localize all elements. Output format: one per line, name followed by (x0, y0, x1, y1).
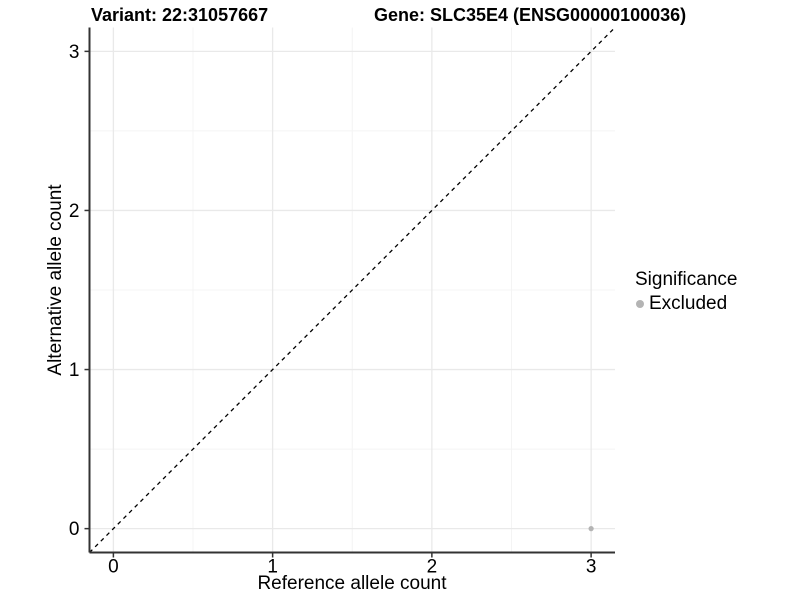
legend-title: Significance (635, 269, 738, 290)
x-axis-title: Reference allele count (257, 573, 447, 594)
y-tick-label: 2 (69, 201, 80, 222)
data-point (588, 526, 594, 532)
y-axis-title: Alternative allele count (45, 184, 66, 376)
legend-item-label: Excluded (649, 292, 728, 314)
legend-point-icon (636, 299, 644, 308)
identity-line (89, 27, 616, 553)
legend: Significance Excluded (635, 268, 737, 315)
x-tick-label: 3 (586, 557, 597, 578)
legend-item-excluded: Excluded (635, 292, 737, 315)
x-tick-label: 2 (427, 557, 438, 578)
x-tick-label: 1 (267, 557, 278, 578)
y-tick-label: 1 (69, 360, 80, 381)
x-tick-label: 0 (108, 557, 119, 578)
y-tick-label: 0 (69, 519, 80, 540)
gene-title: Gene: SLC35E4 (ENSG00000100036) (374, 5, 687, 25)
variant-title: Variant: 22:31057667 (91, 5, 269, 25)
y-tick-label: 3 (69, 42, 80, 63)
